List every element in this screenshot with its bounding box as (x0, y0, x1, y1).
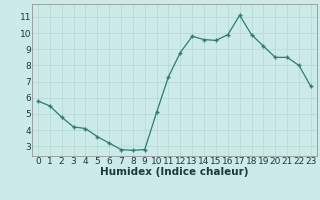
X-axis label: Humidex (Indice chaleur): Humidex (Indice chaleur) (100, 167, 249, 177)
